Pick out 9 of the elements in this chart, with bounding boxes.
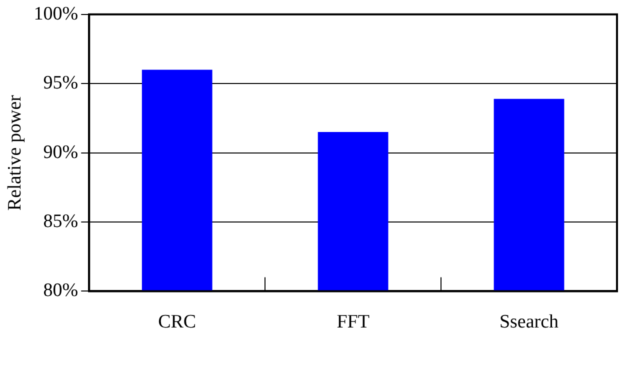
y-tick-label: 80% <box>43 280 78 302</box>
y-tick-label: 90% <box>43 142 78 163</box>
x-tick-label: FFT <box>336 312 370 333</box>
y-tick-label: 95% <box>43 72 78 94</box>
y-axis-title: Relative power <box>4 94 26 211</box>
x-tick-label: CRC <box>158 312 196 333</box>
y-tick-label: 85% <box>43 210 78 232</box>
x-tick-label: Ssearch <box>499 312 560 333</box>
y-tick-label: 100% <box>34 3 78 24</box>
